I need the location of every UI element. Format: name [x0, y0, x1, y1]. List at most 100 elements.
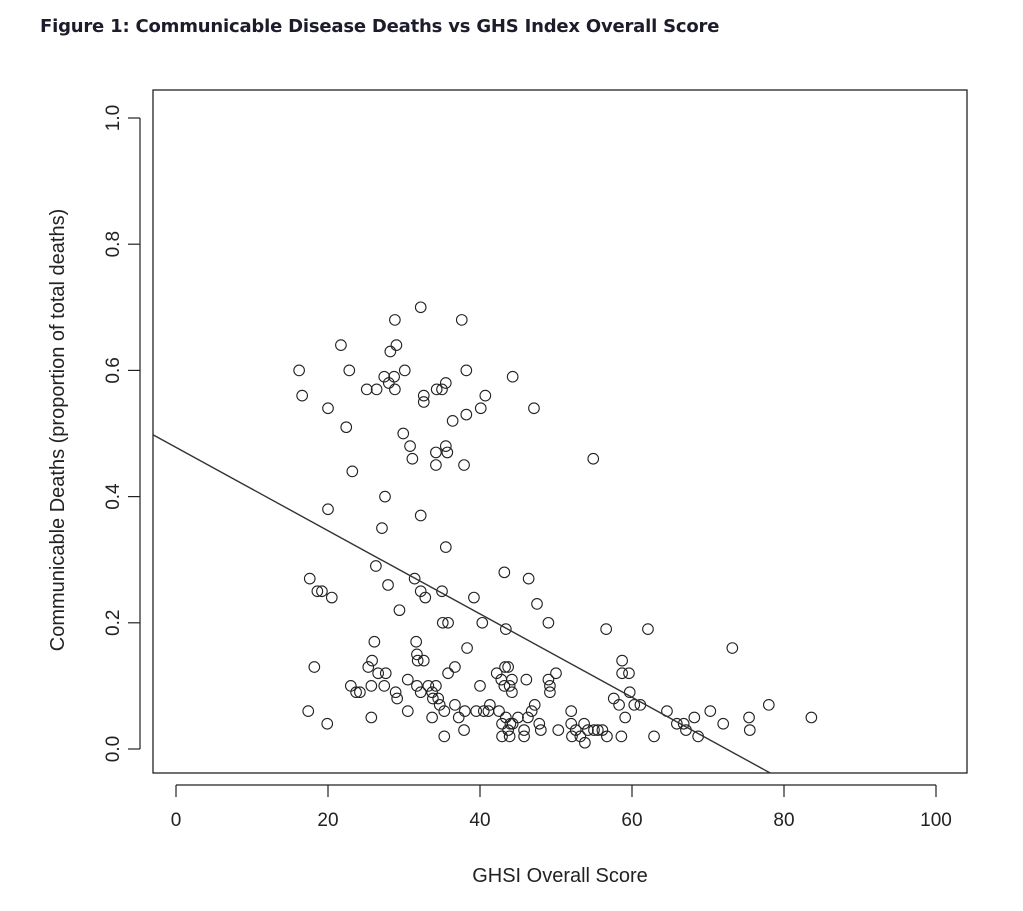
data-point	[442, 616, 454, 629]
data-point	[588, 724, 600, 736]
plot-frame	[152, 89, 968, 774]
data-point	[544, 680, 556, 692]
data-point	[376, 522, 388, 535]
data-point	[474, 680, 486, 692]
data-point	[498, 680, 511, 692]
data-point	[410, 635, 423, 648]
data-point	[726, 642, 739, 654]
data-point	[308, 661, 321, 673]
data-point	[426, 711, 438, 724]
data-point	[477, 705, 490, 717]
data-point	[528, 402, 540, 415]
data-point	[417, 654, 430, 667]
x-tick-label: 60	[621, 810, 642, 831]
data-point	[601, 730, 613, 743]
data-point	[436, 616, 449, 629]
data-point	[411, 654, 424, 667]
data-point	[565, 705, 578, 717]
y-tick-label: 0.6	[103, 357, 124, 383]
data-point	[430, 459, 442, 471]
data-point	[458, 705, 471, 717]
data-point	[484, 698, 496, 711]
y-tick-label: 0.2	[103, 610, 124, 636]
x-tick-label: 100	[920, 810, 952, 831]
data-point	[455, 314, 468, 326]
data-point	[316, 585, 328, 598]
data-point	[389, 383, 401, 396]
data-point	[550, 667, 562, 680]
data-point	[533, 717, 546, 730]
y-tick-label: 1.0	[103, 105, 124, 131]
data-point	[470, 705, 483, 717]
x-tick-label: 80	[773, 810, 794, 831]
data-point	[293, 364, 305, 377]
data-point	[805, 711, 818, 724]
data-point	[762, 698, 775, 711]
data-point	[596, 724, 609, 736]
data-point	[579, 736, 591, 749]
data-point	[384, 345, 397, 358]
data-point	[322, 402, 334, 415]
data-point	[346, 465, 359, 478]
data-point	[628, 698, 641, 711]
data-point	[436, 383, 448, 396]
data-point	[531, 598, 543, 610]
data-point	[565, 717, 578, 730]
data-point	[479, 389, 492, 402]
data-point	[522, 572, 535, 585]
data-point	[468, 591, 480, 604]
data-point	[525, 705, 538, 717]
data-point	[401, 673, 414, 686]
data-point	[427, 692, 439, 705]
data-point	[615, 730, 628, 743]
y-axis-title: Communicable Deaths (proportion of total…	[47, 209, 69, 651]
data-point	[344, 680, 357, 692]
data-point	[370, 560, 382, 572]
data-point	[441, 446, 454, 459]
data-point	[460, 408, 473, 421]
x-axis-title: GHSI Overall Score	[472, 865, 648, 887]
data-point	[496, 730, 508, 743]
data-point	[389, 686, 402, 699]
data-point	[542, 673, 555, 686]
data-point	[506, 686, 518, 699]
data-point	[520, 673, 533, 686]
data-point	[534, 724, 547, 736]
data-point	[397, 427, 410, 440]
data-point	[452, 711, 465, 724]
data-point	[398, 364, 411, 377]
data-point	[360, 383, 373, 396]
data-point	[432, 692, 445, 705]
y-tick-label: 0.4	[103, 483, 124, 510]
data-point	[578, 717, 590, 730]
data-point	[623, 686, 636, 699]
data-point	[503, 680, 516, 692]
data-point	[430, 446, 442, 459]
data-point	[449, 698, 461, 711]
data-point	[417, 389, 430, 402]
data-point	[343, 364, 356, 377]
data-point	[522, 711, 534, 724]
data-point	[389, 314, 401, 326]
data-point	[512, 711, 524, 724]
data-point	[587, 452, 600, 465]
data-point	[303, 572, 316, 585]
data-point	[430, 680, 442, 692]
data-point	[354, 686, 366, 699]
data-point	[366, 654, 378, 667]
data-point	[692, 730, 704, 743]
data-point	[449, 661, 461, 673]
y-tick-label: 0.0	[103, 736, 124, 762]
data-point	[368, 635, 381, 648]
data-point	[499, 711, 512, 724]
data-point	[340, 421, 353, 434]
data-point	[743, 724, 756, 736]
data-point	[623, 667, 635, 680]
data-point	[430, 383, 443, 396]
data-point	[607, 692, 620, 705]
data-point	[379, 490, 391, 503]
data-point	[433, 698, 446, 711]
x-tick-label: 40	[469, 810, 490, 831]
data-point	[438, 705, 451, 717]
